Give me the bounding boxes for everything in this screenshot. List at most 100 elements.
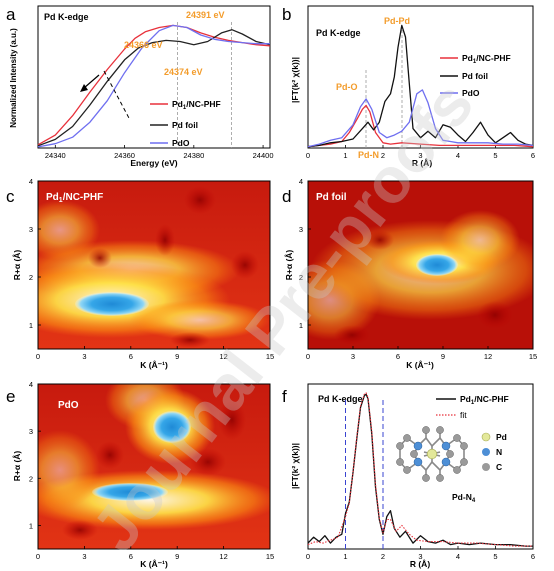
inset-legend-pd: Pd (496, 432, 507, 442)
dark-spot-d1 (477, 301, 513, 329)
series-line-pd1-nc-phf (307, 104, 534, 148)
x-tick-label: 2 (381, 151, 385, 160)
legend-label-pd1-b: Pd1/NC-PHF (462, 53, 511, 65)
y-tick-label: 3 (29, 427, 33, 436)
x-tick-label: 6 (531, 552, 535, 561)
heatmap-label-e: PdO (58, 400, 79, 411)
dark-spot-d2 (366, 230, 394, 250)
inset-legend-n-icon (482, 448, 490, 456)
legend-label-fit-f: fit (460, 410, 467, 420)
y-tick-label: 4 (29, 177, 33, 186)
x-tick-label: 3 (82, 552, 86, 561)
inset-legend-c: C (496, 462, 502, 472)
legend-label-pd1-a: Pd1/NC-PHF (172, 99, 221, 111)
x-tick-label: 0 (306, 552, 310, 561)
x-tick-label: 9 (441, 352, 445, 361)
y-tick-label: 1 (29, 521, 33, 530)
panel-letter-d: d (282, 187, 291, 206)
plot-frame-e (37, 383, 271, 550)
y-tick-label: 2 (29, 474, 33, 483)
dark-spot-c3 (231, 251, 259, 279)
x-tick-label: 3 (82, 352, 86, 361)
plot-frame-c (37, 180, 271, 350)
x-axis-label-c: K (Å⁻¹) (140, 360, 168, 370)
y-tick-label: 2 (29, 273, 33, 282)
x-tick-label: 24360 (114, 151, 135, 160)
panel-letter-b: b (282, 5, 291, 24)
heat-region-e4 (38, 430, 100, 510)
x-tick-label: 4 (456, 151, 460, 160)
x-ticks-a: 24340 24360 24380 24400 (45, 145, 274, 160)
x-tick-label: 4 (456, 552, 460, 561)
x-tick-label: 24400 (253, 151, 274, 160)
heatmap-maximum-c (75, 292, 149, 316)
y-axis-label-a: Normalized Intensity (a.u.) (9, 28, 18, 128)
annotation-pd-o: Pd-O (336, 82, 358, 92)
inset-carbon-atoms (396, 426, 468, 482)
inset-legend-c-icon (482, 463, 490, 471)
dark-spot-c5 (170, 332, 210, 348)
panel-letter-f: f (282, 387, 287, 406)
x-tick-label: 6 (129, 352, 133, 361)
x-tick-label: 12 (484, 352, 492, 361)
dashed-guide-a (103, 70, 131, 121)
annotation-pd-n: Pd-N (358, 150, 379, 160)
series-line-pdo (37, 24, 270, 148)
panel-letter-a: a (6, 5, 16, 24)
heatmap-label-d: Pd foil (316, 192, 347, 203)
heatmap-label-c: Pd1/NC-PHF (46, 192, 103, 204)
annotation-pd-pd: Pd-Pd (384, 16, 410, 26)
x-tick-label: 9 (175, 552, 179, 561)
annotation-24366: 24366 eV (124, 40, 163, 50)
x-axis-label-a: Energy (eV) (130, 158, 177, 168)
x-tick-label: 6 (396, 352, 400, 361)
x-tick-label: 24380 (183, 151, 204, 160)
annotation-24391: 24391 eV (186, 10, 225, 20)
inset-pd-atom (426, 448, 438, 460)
x-axis-label-d: K (Å⁻¹) (406, 360, 434, 370)
inset-caption: Pd-N4 (452, 492, 476, 504)
x-tick-label: 5 (493, 151, 497, 160)
heatmap-e (38, 384, 270, 549)
dark-spot-e3 (218, 400, 246, 440)
panel-letter-c: c (6, 187, 15, 206)
x-tick-label: 15 (266, 552, 274, 561)
heatmap-c (38, 181, 270, 349)
heatmap-maximum-e2 (153, 411, 191, 443)
dark-spot-c2 (155, 224, 175, 256)
inset-legend-pd-icon (481, 432, 491, 442)
y-tick-label: 3 (29, 225, 33, 234)
x-tick-label: 5 (493, 552, 497, 561)
y-tick-label: 3 (299, 225, 303, 234)
annotation-24374: 24374 eV (164, 67, 203, 77)
x-tick-label: 9 (175, 352, 179, 361)
panel-letter-e: e (6, 387, 15, 406)
legend-label-pdfoil-a: Pd foil (172, 120, 198, 130)
x-tick-label: 0 (36, 352, 40, 361)
series-line-pd1-nc-phf (37, 24, 271, 146)
series-line-fit (307, 392, 533, 547)
x-tick-label: 0 (36, 552, 40, 561)
panel-title-b: Pd K-edge (316, 28, 361, 38)
legend-f: Pd1/NC-PHF fit (436, 394, 509, 420)
x-tick-label: 3 (418, 151, 422, 160)
heatmap-maximum-d (416, 254, 458, 276)
dark-spot-d3 (334, 325, 370, 345)
x-axis-label-e: K (Å⁻¹) (140, 559, 168, 569)
y-tick-label: 4 (299, 177, 303, 186)
y-axis-label-d: R+α (Å) (284, 250, 294, 281)
y-axis-label-b: |FT(k² χ(k))| (290, 57, 300, 103)
y-axis-label-f: |FT(k² χ(k))| (290, 443, 300, 489)
y-tick-label: 2 (299, 273, 303, 282)
legend-b: Pd1/NC-PHF Pd foil PdO (440, 53, 511, 98)
plot-frame-d (307, 180, 534, 350)
legend-label-pdo-b: PdO (462, 88, 480, 98)
x-axis-label-f: R (Å) (410, 559, 430, 569)
